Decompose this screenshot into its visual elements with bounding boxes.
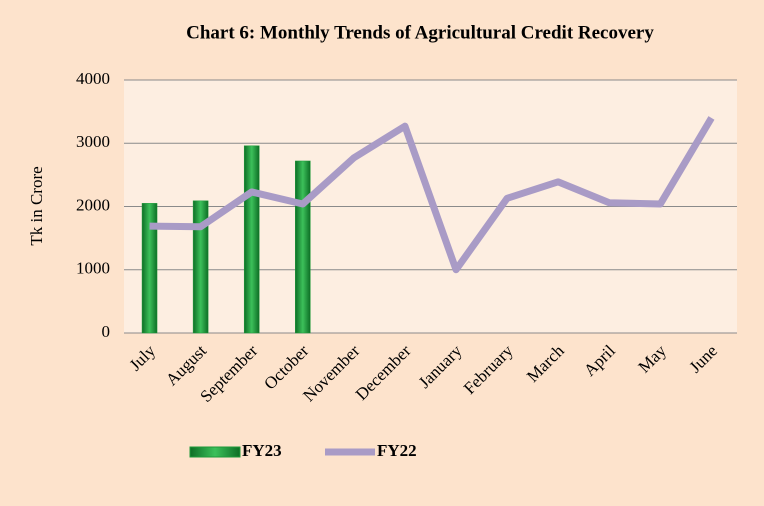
bar [243, 145, 260, 334]
legend-label: FY22 [377, 441, 417, 460]
legend-swatch [189, 446, 241, 458]
y-tick-label: 4000 [76, 69, 110, 88]
bar [141, 203, 158, 334]
legend-label: FY23 [242, 441, 282, 460]
chart-title: Chart 6: Monthly Trends of Agricultural … [186, 22, 654, 43]
y-axis-label: Tk in Crore [27, 166, 46, 245]
y-tick-label: 2000 [76, 195, 110, 214]
bar [295, 160, 311, 334]
bar [192, 200, 209, 334]
y-tick-label: 3000 [76, 132, 110, 151]
y-tick-label: 1000 [76, 259, 110, 278]
y-tick-label: 0 [102, 322, 111, 341]
line [149, 116, 715, 274]
